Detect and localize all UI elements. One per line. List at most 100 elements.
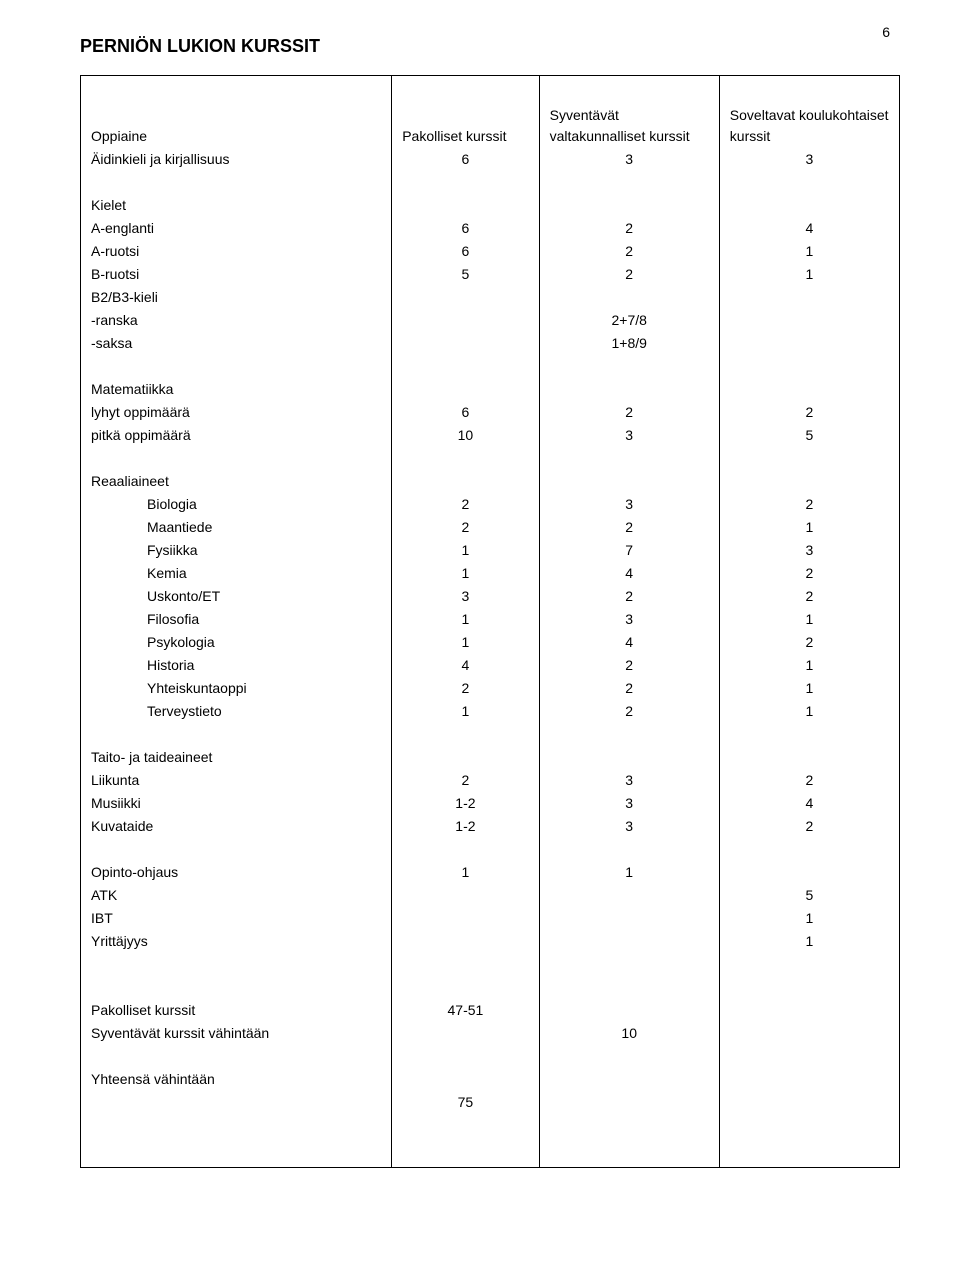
page-number: 6 — [882, 24, 890, 40]
subject-row: pitkä oppimäärä — [91, 425, 381, 446]
applied-value: 5 — [802, 425, 818, 446]
applied-value-row — [730, 1115, 889, 1136]
mandatory-value: 1 — [458, 609, 474, 630]
subject-label: Terveystieto — [91, 701, 381, 722]
applied-value: 1 — [802, 264, 818, 285]
advanced-value-row — [550, 908, 709, 929]
mandatory-value-row: 6 — [402, 149, 528, 170]
advanced-value-row: 3 — [550, 770, 709, 791]
applied-value: 1 — [802, 517, 818, 538]
mandatory-value-row — [402, 1138, 528, 1159]
applied-value-row — [730, 977, 889, 998]
subject-label: Psykologia — [91, 632, 381, 653]
mandatory-value-row: 6 — [402, 241, 528, 262]
page-title: PERNIÖN LUKION KURSSIT — [80, 36, 900, 57]
applied-value-row — [730, 1138, 889, 1159]
subject-row — [91, 172, 381, 193]
advanced-value: 2 — [621, 402, 637, 423]
advanced-value: 3 — [621, 494, 637, 515]
subject-label: Uskonto/ET — [91, 586, 381, 607]
advanced-value-row — [550, 1046, 709, 1067]
applied-value-row — [730, 379, 889, 400]
advanced-value-row: 2 — [550, 701, 709, 722]
advanced-value: 2 — [621, 655, 637, 676]
applied-value-row — [730, 862, 889, 883]
mandatory-value-row — [402, 908, 528, 929]
mandatory-value: 3 — [458, 586, 474, 607]
applied-value: 1 — [802, 908, 818, 929]
advanced-value: 10 — [621, 1023, 637, 1044]
mandatory-value: 1-2 — [455, 816, 475, 837]
mandatory-value-row — [402, 839, 528, 860]
subject-row: Kemia — [91, 563, 381, 584]
applied-value: 5 — [802, 885, 818, 906]
subject-label: Syventävät kurssit vähintään — [91, 1023, 381, 1044]
advanced-value: 3 — [621, 793, 637, 814]
mandatory-value: 1 — [458, 701, 474, 722]
advanced-value: 2 — [621, 241, 637, 262]
advanced-value-row — [550, 747, 709, 768]
advanced-value-row: 3 — [550, 425, 709, 446]
subject-row: Psykologia — [91, 632, 381, 653]
advanced-value-row — [550, 931, 709, 952]
advanced-value: 3 — [621, 770, 637, 791]
applied-value: 2 — [802, 402, 818, 423]
applied-value: 4 — [802, 218, 818, 239]
subject-label: Kielet — [91, 195, 381, 216]
mandatory-value-row — [402, 1046, 528, 1067]
applied-value-row — [730, 1023, 889, 1044]
header-subject-cell: OppiaineÄidinkieli ja kirjallisuusKielet… — [81, 76, 392, 1168]
mandatory-value-row: 2 — [402, 517, 528, 538]
applied-value-row: 1 — [730, 931, 889, 952]
subject-row: Yhteiskuntaoppi — [91, 678, 381, 699]
subject-row — [91, 1115, 381, 1136]
subject-label: IBT — [91, 908, 381, 929]
table-header-row: OppiaineÄidinkieli ja kirjallisuusKielet… — [81, 76, 900, 1168]
subject-row — [91, 356, 381, 377]
subject-row: -ranska — [91, 310, 381, 331]
applied-value-row — [730, 747, 889, 768]
advanced-value-row — [550, 1138, 709, 1159]
advanced-value: 4 — [621, 563, 637, 584]
advanced-value-row — [550, 1069, 709, 1090]
subject-row: B-ruotsi — [91, 264, 381, 285]
subject-label: Äidinkieli ja kirjallisuus — [91, 149, 381, 170]
mandatory-value-row — [402, 1023, 528, 1044]
mandatory-value-row — [402, 1115, 528, 1136]
page: 6 PERNIÖN LUKION KURSSIT OppiaineÄidinki… — [0, 0, 960, 1269]
subject-row: Yhteensä vähintään — [91, 1069, 381, 1090]
header-mandatory-cell: Pakolliset kurssit6665610221131142121-21… — [392, 76, 539, 1168]
mandatory-value-row: 6 — [402, 218, 528, 239]
subject-row: Uskonto/ET — [91, 586, 381, 607]
subject-label: Biologia — [91, 494, 381, 515]
applied-value-row: 3 — [730, 540, 889, 561]
applied-value: 2 — [802, 770, 818, 791]
applied-value-row — [730, 1069, 889, 1090]
mandatory-value: 6 — [458, 218, 474, 239]
mandatory-value-row — [402, 471, 528, 492]
applied-value-row: 2 — [730, 586, 889, 607]
subject-label: ATK — [91, 885, 381, 906]
subject-label: Filosofia — [91, 609, 381, 630]
applied-value-row: 1 — [730, 908, 889, 929]
advanced-value-row — [550, 172, 709, 193]
mandatory-value: 2 — [458, 770, 474, 791]
subject-row — [91, 448, 381, 469]
advanced-value-row: 2 — [550, 655, 709, 676]
mandatory-value-row: 2 — [402, 770, 528, 791]
advanced-value-row: 10 — [550, 1023, 709, 1044]
mandatory-value: 75 — [458, 1092, 474, 1113]
advanced-value: 3 — [621, 425, 637, 446]
subject-row: IBT — [91, 908, 381, 929]
subject-row: lyhyt oppimäärä — [91, 402, 381, 423]
applied-value-row: 1 — [730, 678, 889, 699]
applied-value-row: 2 — [730, 402, 889, 423]
subject-row: Biologia — [91, 494, 381, 515]
advanced-value: 2 — [621, 517, 637, 538]
mandatory-value-row: 75 — [402, 1092, 528, 1113]
advanced-value-row: 2+7/8 — [550, 310, 709, 331]
advanced-value-row — [550, 379, 709, 400]
applied-value: 1 — [802, 241, 818, 262]
advanced-value: 2 — [621, 678, 637, 699]
mandatory-value-row: 6 — [402, 402, 528, 423]
